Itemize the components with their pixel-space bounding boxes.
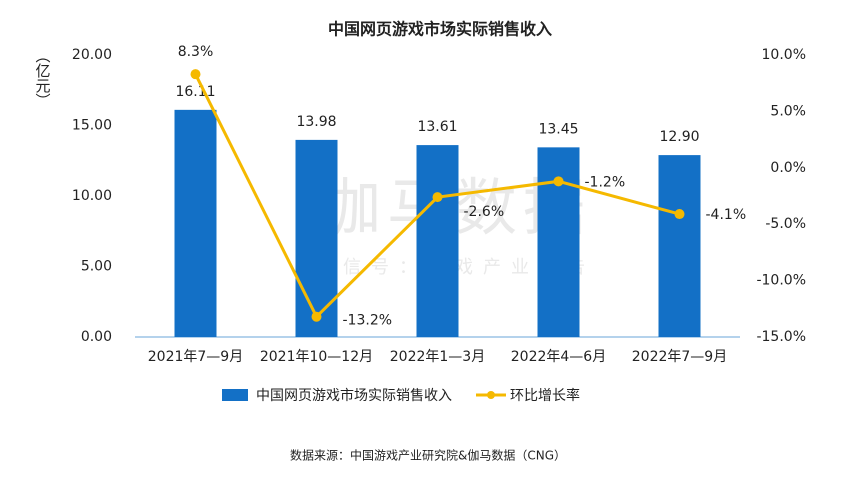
y2-tick-label: 0.0% — [770, 160, 806, 176]
line-value-label: -1.2% — [585, 174, 626, 190]
line-value-label: -2.6% — [464, 204, 505, 220]
y-tick-label: 15.00 — [72, 118, 112, 134]
y-axis-label: （亿元） — [34, 48, 52, 108]
line-point — [190, 69, 201, 80]
y2-tick-label: -10.0% — [756, 273, 806, 289]
legend-label: 中国网页游戏市场实际销售收入 — [256, 387, 452, 404]
y-tick-label: 0.00 — [81, 329, 112, 345]
y-tick-label: 10.00 — [72, 188, 112, 204]
bar-value-label: 13.45 — [538, 121, 578, 137]
y-tick-label: 20.00 — [72, 47, 112, 63]
x-tick-label: 2022年1—3月 — [390, 349, 485, 365]
y2-tick-label: 10.0% — [762, 47, 806, 63]
line-value-label: -13.2% — [343, 313, 393, 329]
line-point — [674, 209, 685, 220]
bar — [658, 155, 701, 337]
bar-value-label: 12.90 — [659, 129, 699, 145]
y2-tick-label: -5.0% — [765, 216, 806, 232]
line-point — [311, 311, 322, 322]
x-tick-label: 2022年4—6月 — [511, 349, 606, 365]
line-point — [553, 176, 564, 187]
y-tick-label: 5.00 — [81, 259, 112, 275]
chart-title: 中国网页游戏市场实际销售收入 — [328, 20, 552, 39]
line-point — [432, 192, 443, 203]
y2-tick-label: -15.0% — [756, 329, 806, 345]
bar-value-label: 16.11 — [175, 84, 215, 100]
bar — [295, 139, 338, 337]
legend-label: 环比增长率 — [510, 387, 580, 404]
source: 数据来源：中国游戏产业研究院&伽马数据（CNG） — [290, 448, 566, 463]
bar-value-label: 13.98 — [296, 114, 336, 130]
x-tick-label: 2021年10—12月 — [260, 349, 373, 365]
legend-swatch — [487, 391, 495, 399]
y2-tick-label: 5.0% — [770, 103, 806, 119]
x-tick-label: 2021年7—9月 — [148, 349, 243, 365]
line-value-label: 8.3% — [178, 44, 214, 60]
bar-value-label: 13.61 — [417, 119, 457, 135]
bar — [537, 147, 580, 337]
bar — [416, 145, 459, 337]
line-value-label: -4.1% — [706, 207, 747, 223]
bar — [174, 109, 217, 337]
x-tick-label: 2022年7—9月 — [632, 349, 727, 365]
legend-swatch — [222, 389, 248, 401]
